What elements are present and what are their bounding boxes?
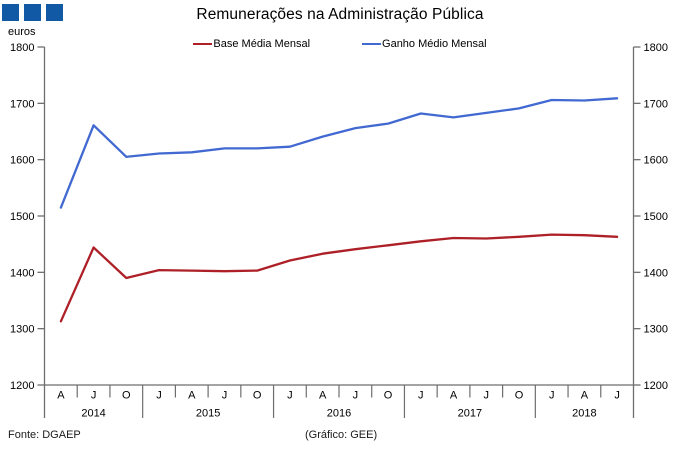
month-label: J: [549, 390, 555, 402]
legend-label: Ganho Médio Mensal: [382, 38, 487, 50]
y-tick-label-left: 1400: [10, 267, 34, 279]
y-tick-label-left: 1700: [10, 98, 34, 110]
y-tick-label-left: 1200: [10, 380, 34, 392]
chart-legend: Base Média Mensal Ganho Médio Mensal: [0, 38, 680, 50]
y-tick-label-right: 1700: [644, 98, 668, 110]
month-label: J: [418, 390, 424, 402]
month-label: J: [287, 390, 293, 402]
month-label: O: [384, 390, 393, 402]
month-label: A: [319, 390, 327, 402]
page-title: Remunerações na Administração Pública: [196, 6, 484, 23]
year-label: 2014: [81, 408, 105, 420]
month-label: A: [188, 390, 196, 402]
logo-square-icon: [2, 4, 19, 21]
month-label: O: [122, 390, 131, 402]
month-label: J: [614, 390, 620, 402]
y-tick-label-right: 1200: [644, 380, 668, 392]
month-label: O: [253, 390, 262, 402]
month-label: O: [515, 390, 524, 402]
gee-logo-icon: [2, 4, 63, 21]
y-axis-unit-label: euros: [8, 26, 36, 38]
year-label: 2018: [572, 408, 596, 420]
y-tick-label-left: 1500: [10, 211, 34, 223]
series-line-base-media: [59, 233, 619, 323]
month-label: J: [222, 390, 228, 402]
y-tick-label-left: 1300: [10, 324, 34, 336]
legend-label: Base Média Mensal: [213, 38, 311, 50]
legend-item-base-media: Base Média Mensal: [193, 38, 310, 50]
year-label: 2015: [196, 408, 220, 420]
y-tick-label-right: 1300: [644, 324, 668, 336]
logo-square-icon: [24, 4, 41, 21]
month-label: J: [156, 390, 162, 402]
y-tick-label-right: 1600: [644, 155, 668, 167]
legend-item-ganho-medio: Ganho Médio Mensal: [362, 38, 487, 50]
year-label: 2016: [327, 408, 351, 420]
month-label: J: [484, 390, 490, 402]
month-label: A: [57, 390, 65, 402]
legend-line-blue-icon: [362, 42, 382, 46]
y-tick-label-right: 1800: [644, 42, 668, 54]
y-tick-label-right: 1400: [644, 267, 668, 279]
series-line-ganho-medio: [59, 97, 619, 209]
month-label: J: [353, 390, 359, 402]
logo-square-icon: [46, 4, 63, 21]
credit-note: (Gráfico: GEE): [305, 429, 378, 441]
month-label: A: [450, 390, 458, 402]
y-tick-label-left: 1800: [10, 42, 34, 54]
legend-line-red-icon: [193, 42, 213, 46]
month-label: J: [91, 390, 97, 402]
year-label: 2017: [458, 408, 482, 420]
y-tick-label-right: 1500: [644, 211, 668, 223]
source-note: Fonte: DGAEP: [8, 429, 81, 441]
y-tick-label-left: 1600: [10, 155, 34, 167]
month-label: A: [581, 390, 589, 402]
